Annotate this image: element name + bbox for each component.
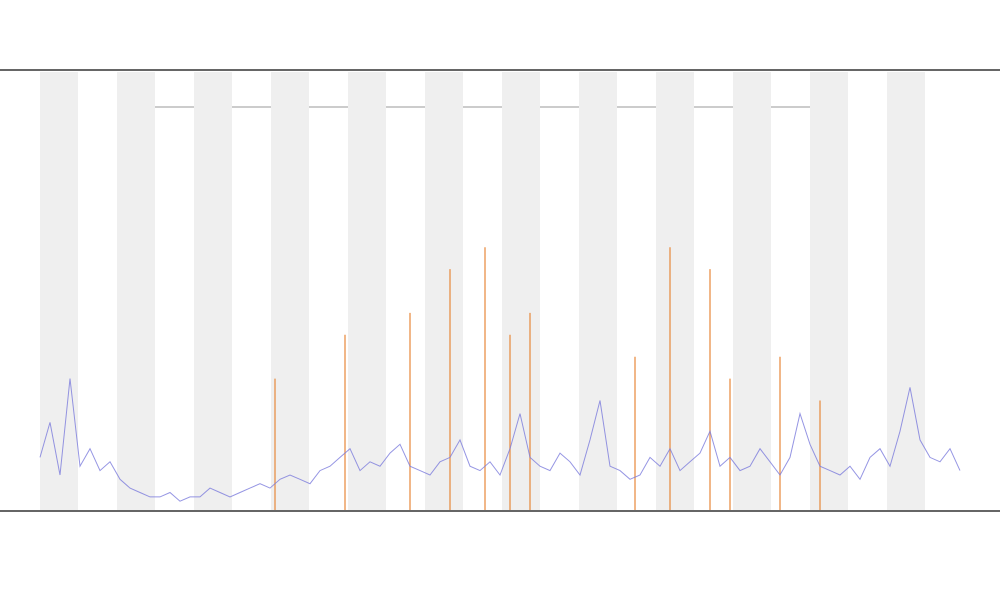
band: [733, 72, 771, 510]
band: [425, 72, 463, 510]
band: [656, 72, 694, 510]
marks: [39, 247, 961, 510]
band: [194, 72, 232, 510]
band: [887, 72, 925, 510]
band: [40, 72, 78, 510]
band: [579, 72, 617, 510]
band: [271, 72, 309, 510]
band: [502, 72, 540, 510]
bands: [40, 72, 925, 510]
band: [810, 72, 848, 510]
series-line: [39, 378, 961, 502]
band: [348, 72, 386, 510]
band: [117, 72, 155, 510]
